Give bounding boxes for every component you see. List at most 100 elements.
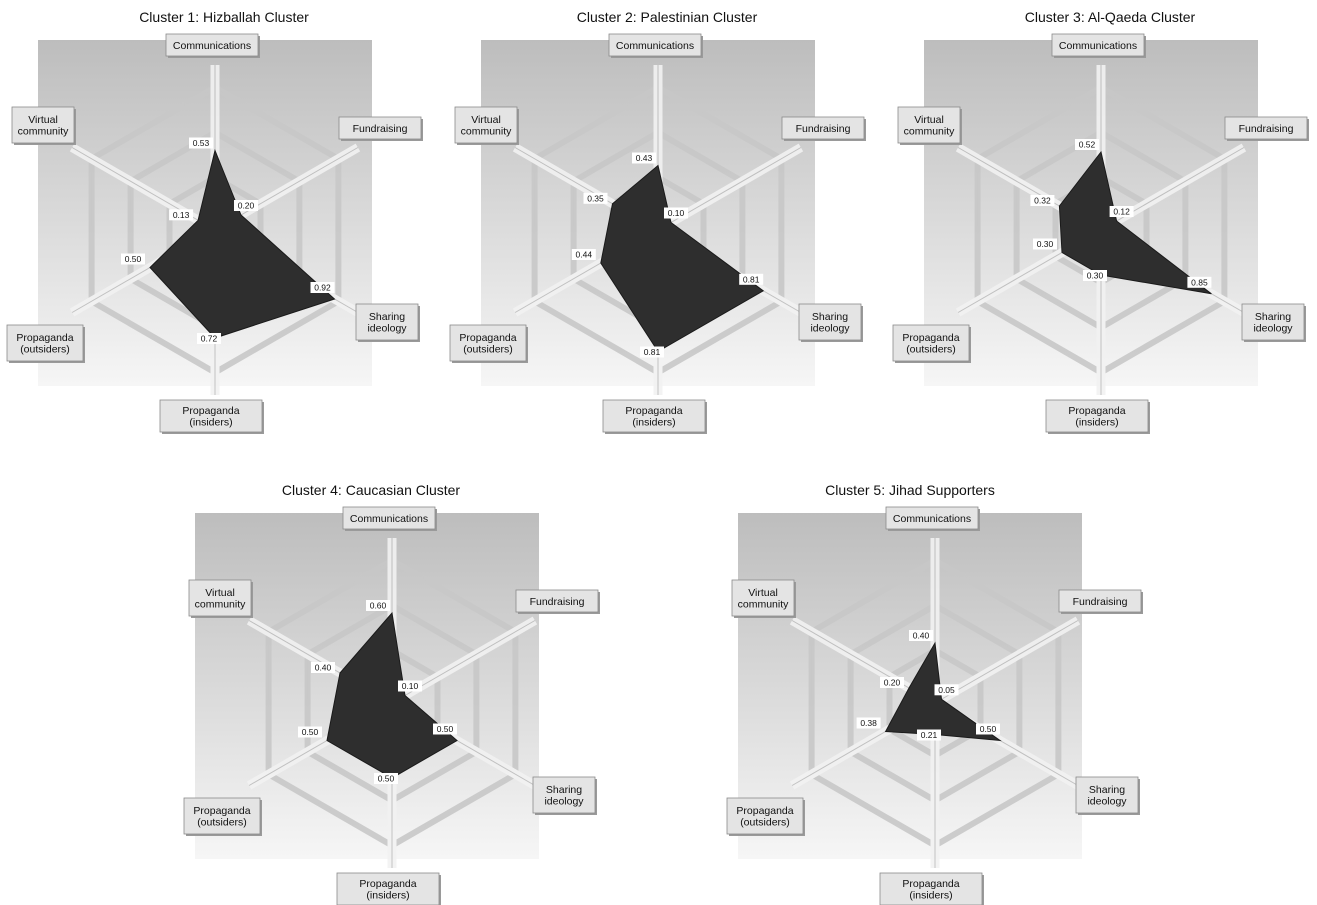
svg-text:0.40: 0.40: [913, 631, 930, 641]
value-label-virtual-community: 0.40: [311, 662, 335, 673]
panel-title: Cluster 2: Palestinian Cluster: [577, 9, 758, 25]
svg-text:community: community: [461, 126, 513, 138]
svg-text:(insiders): (insiders): [1075, 417, 1118, 429]
value-label-propaganda-outsiders: 0.50: [121, 253, 145, 265]
svg-text:(insiders): (insiders): [366, 890, 409, 902]
svg-text:Communications: Communications: [1059, 40, 1137, 52]
svg-text:(outsiders): (outsiders): [20, 344, 70, 356]
svg-text:Fundraising: Fundraising: [796, 123, 851, 135]
svg-text:Communications: Communications: [616, 40, 694, 52]
svg-text:community: community: [738, 599, 790, 611]
svg-text:Virtual: Virtual: [748, 587, 778, 599]
svg-text:Propaganda: Propaganda: [736, 805, 793, 817]
svg-text:(outsiders): (outsiders): [906, 344, 956, 356]
svg-text:ideology: ideology: [367, 323, 407, 335]
value-label-propaganda-insiders: 0.21: [917, 729, 941, 741]
svg-text:(outsiders): (outsiders): [740, 817, 790, 829]
value-label-fundraising: 0.10: [398, 680, 422, 692]
value-label-sharing-ideology: 0.50: [976, 723, 1000, 735]
svg-text:Virtual: Virtual: [28, 114, 58, 126]
value-label-communications: 0.40: [909, 630, 933, 641]
svg-text:0.81: 0.81: [644, 347, 661, 357]
svg-text:Propaganda: Propaganda: [902, 878, 959, 890]
svg-text:0.32: 0.32: [1034, 196, 1051, 206]
svg-text:Virtual: Virtual: [205, 587, 235, 599]
svg-text:0.30: 0.30: [1037, 239, 1054, 249]
svg-text:Fundraising: Fundraising: [1073, 596, 1128, 608]
svg-text:0.40: 0.40: [315, 663, 332, 673]
svg-text:Fundraising: Fundraising: [530, 596, 585, 608]
value-label-propaganda-outsiders: 0.50: [298, 726, 322, 738]
svg-text:(outsiders): (outsiders): [463, 344, 513, 356]
panel-title: Cluster 1: Hizballah Cluster: [139, 9, 309, 25]
svg-text:Sharing: Sharing: [546, 784, 582, 796]
svg-text:Sharing: Sharing: [1255, 311, 1291, 323]
panel-title: Cluster 3: Al-Qaeda Cluster: [1025, 9, 1196, 25]
svg-text:Propaganda: Propaganda: [16, 332, 73, 344]
value-label-communications: 0.43: [632, 152, 656, 164]
value-label-propaganda-insiders: 0.81: [640, 346, 664, 358]
value-label-sharing-ideology: 0.50: [433, 723, 457, 735]
svg-text:Propaganda: Propaganda: [459, 332, 516, 344]
svg-text:Sharing: Sharing: [1089, 784, 1125, 796]
svg-text:0.35: 0.35: [587, 193, 604, 203]
svg-text:(insiders): (insiders): [189, 417, 232, 429]
svg-text:0.50: 0.50: [125, 254, 142, 264]
svg-text:0.20: 0.20: [884, 678, 901, 688]
svg-text:Propaganda: Propaganda: [359, 878, 416, 890]
cluster-panel-1: Cluster 1: Hizballah Cluster 0.53 0.20 0.92…: [6, 9, 423, 434]
axis-label-communications: Communications: [1051, 33, 1146, 58]
svg-text:0.72: 0.72: [201, 334, 218, 344]
value-label-communications: 0.60: [366, 600, 390, 611]
svg-text:0.60: 0.60: [370, 601, 387, 611]
panel-title: Cluster 5: Jihad Supporters: [825, 482, 995, 498]
value-label-propaganda-insiders: 0.72: [197, 333, 221, 344]
svg-text:0.52: 0.52: [1079, 140, 1096, 150]
svg-text:0.50: 0.50: [980, 724, 997, 734]
svg-text:0.12: 0.12: [1113, 207, 1130, 217]
axis-label-propaganda-outsiders: Propaganda(outsiders): [726, 797, 805, 836]
axis-label-fundraising: Fundraising: [338, 116, 423, 141]
value-label-sharing-ideology: 0.85: [1187, 276, 1212, 288]
value-label-propaganda-insiders: 0.30: [1083, 270, 1107, 281]
axis-label-communications: Communications: [342, 506, 437, 531]
axis-label-propaganda-outsiders: Propaganda(outsiders): [6, 324, 85, 363]
svg-text:0.10: 0.10: [402, 681, 419, 691]
cluster-panel-4: Cluster 4: Caucasian Cluster 0.60 0.10 0.50…: [183, 482, 600, 905]
value-label-virtual-community: 0.13: [169, 209, 194, 221]
value-label-propaganda-outsiders: 0.38: [856, 717, 881, 729]
svg-text:0.30: 0.30: [1087, 271, 1104, 281]
svg-text:community: community: [18, 126, 70, 138]
value-label-propaganda-outsiders: 0.44: [571, 249, 596, 260]
svg-text:0.05: 0.05: [938, 685, 955, 695]
axis-label-fundraising: Fundraising: [515, 589, 600, 614]
value-label-propaganda-outsiders: 0.30: [1033, 238, 1057, 250]
svg-text:Propaganda: Propaganda: [193, 805, 250, 817]
svg-text:Virtual: Virtual: [471, 114, 501, 126]
svg-text:0.81: 0.81: [743, 274, 760, 284]
svg-text:Propaganda: Propaganda: [902, 332, 959, 344]
svg-text:Propaganda: Propaganda: [1068, 405, 1125, 417]
svg-text:Virtual: Virtual: [914, 114, 944, 126]
axis-label-propaganda-outsiders: Propaganda(outsiders): [449, 324, 528, 363]
axis-label-fundraising: Fundraising: [1058, 589, 1143, 614]
svg-text:0.13: 0.13: [173, 210, 190, 220]
value-label-fundraising: 0.10: [664, 207, 688, 219]
svg-text:(insiders): (insiders): [632, 417, 675, 429]
axis-label-propaganda-insiders: Propaganda(insiders): [602, 399, 707, 434]
svg-text:0.38: 0.38: [860, 718, 877, 728]
cluster-panel-5: Cluster 5: Jihad Supporters 0.40 0.05 0.50 0…: [726, 482, 1143, 905]
axis-label-propaganda-insiders: Propaganda(insiders): [336, 872, 441, 905]
svg-text:Communications: Communications: [173, 40, 251, 52]
svg-text:community: community: [195, 599, 247, 611]
svg-text:community: community: [904, 126, 956, 138]
svg-text:ideology: ideology: [810, 323, 850, 335]
